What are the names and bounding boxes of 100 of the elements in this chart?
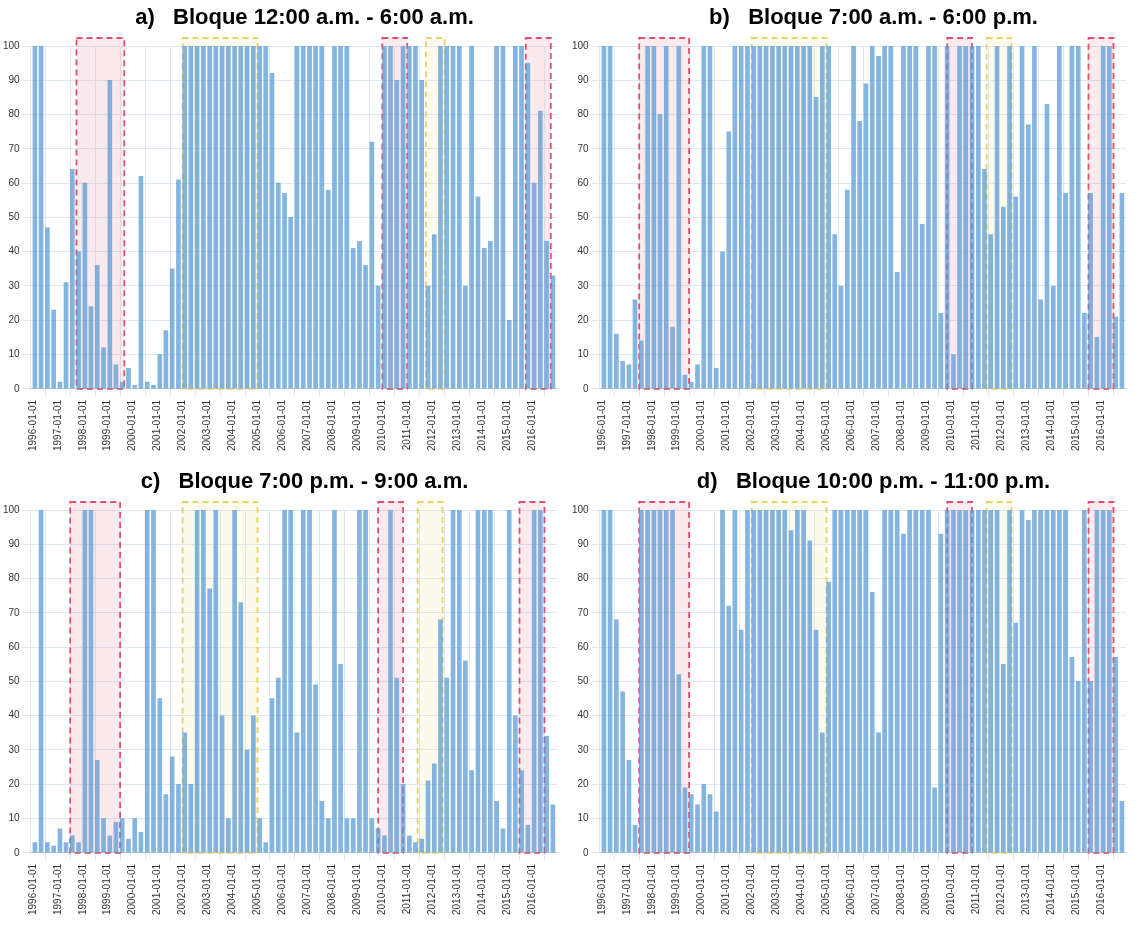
x-tick-label: 2013-01-01 <box>1019 399 1031 451</box>
y-tick-label: 40 <box>577 245 590 257</box>
x-tick-label: 2011-01-01 <box>401 399 413 451</box>
x-tick-label: 2016-01-01 <box>525 863 537 915</box>
x-tick-label: 2007-01-01 <box>870 863 882 915</box>
y-tick-label: 60 <box>8 640 21 652</box>
x-tick-label: 2014-01-01 <box>475 863 487 915</box>
y-tick-label: 40 <box>8 245 21 257</box>
x-tick-label: 2000-01-01 <box>126 863 138 915</box>
y-tick-label: 50 <box>8 211 21 223</box>
x-tick-label: 2006-01-01 <box>276 863 288 915</box>
x-tick-label: 2012-01-01 <box>994 399 1006 451</box>
y-tick-label: 10 <box>8 348 21 360</box>
y-tick-label: 10 <box>577 812 590 824</box>
x-tick-label: 2009-01-01 <box>920 399 932 451</box>
y-tick-label: 40 <box>8 709 21 721</box>
x-tick-label: 1997-01-01 <box>51 863 63 915</box>
y-tick-label: 90 <box>577 538 590 550</box>
y-tick-label: 70 <box>577 142 590 154</box>
x-tick-label: 2008-01-01 <box>895 399 907 451</box>
x-tick-label: 2003-01-01 <box>770 863 782 915</box>
x-tick-label: 2000-01-01 <box>695 863 707 915</box>
y-tick-label: 80 <box>577 108 590 120</box>
x-tick-label: 2004-01-01 <box>795 863 807 915</box>
y-tick-label: 0 <box>14 846 21 858</box>
x-tick-label: 2015-01-01 <box>500 399 512 451</box>
y-tick-label: 30 <box>577 279 590 291</box>
x-tick-label: 2010-01-01 <box>376 863 388 915</box>
y-tick-label: 100 <box>3 503 21 515</box>
x-tick-label: 2012-01-01 <box>425 399 437 451</box>
x-tick-label: 2007-01-01 <box>301 399 313 451</box>
y-tick-label: 20 <box>577 314 590 326</box>
x-tick-label: 2000-01-01 <box>695 399 707 451</box>
x-tick-label: 2007-01-01 <box>870 399 882 451</box>
x-tick-label: 2002-01-01 <box>745 399 757 451</box>
y-tick-label: 0 <box>14 382 21 394</box>
x-tick-label: 2007-01-01 <box>301 863 313 915</box>
y-tick-label: 70 <box>8 606 21 618</box>
y-tick-label: 40 <box>577 709 590 721</box>
x-tick-label: 2005-01-01 <box>251 399 263 451</box>
x-tick-label: 1998-01-01 <box>645 863 657 915</box>
x-tick-label: 2001-01-01 <box>151 863 163 915</box>
x-tick-label: 2008-01-01 <box>326 863 338 915</box>
x-tick-label: 2005-01-01 <box>820 863 832 915</box>
y-tick-label: 60 <box>577 176 590 188</box>
x-tick-label: 2004-01-01 <box>795 399 807 451</box>
x-tick-label: 2011-01-01 <box>970 863 982 915</box>
x-tick-label: 1997-01-01 <box>620 399 632 451</box>
x-tick-label: 2006-01-01 <box>845 863 857 915</box>
x-tick-label: 2016-01-01 <box>1094 399 1106 451</box>
x-tick-label: 2003-01-01 <box>201 863 213 915</box>
x-tick-label: 2014-01-01 <box>475 399 487 451</box>
y-tick-label: 10 <box>8 812 21 824</box>
x-tick-label: 2004-01-01 <box>226 863 238 915</box>
x-tick-label: 2009-01-01 <box>351 863 363 915</box>
x-tick-label: 2006-01-01 <box>276 399 288 451</box>
y-tick-label: 80 <box>8 572 21 584</box>
x-tick-label: 2001-01-01 <box>151 399 163 451</box>
x-tick-label: 2002-01-01 <box>176 399 188 451</box>
x-tick-label: 2010-01-01 <box>376 399 388 451</box>
x-tick-label: 1998-01-01 <box>76 863 88 915</box>
x-tick-label: 1996-01-01 <box>26 399 38 451</box>
x-tick-label: 2015-01-01 <box>500 863 512 915</box>
x-tick-label: 2013-01-01 <box>450 863 462 915</box>
y-tick-label: 60 <box>577 640 590 652</box>
x-tick-label: 2012-01-01 <box>425 863 437 915</box>
y-tick-label: 0 <box>583 846 590 858</box>
y-tick-label: 0 <box>583 382 590 394</box>
x-tick-label: 1996-01-01 <box>26 863 38 915</box>
y-tick-label: 20 <box>8 314 21 326</box>
chart-title: c) Bloque 7:00 p.m. - 9:00 a.m. <box>139 467 470 495</box>
x-tick-label: 2003-01-01 <box>201 399 213 451</box>
x-tick-label: 2000-01-01 <box>126 399 138 451</box>
x-tick-label: 2011-01-01 <box>401 863 413 915</box>
y-tick-label: 70 <box>577 606 590 618</box>
x-tick-label: 2009-01-01 <box>351 399 363 451</box>
x-tick-label: 1998-01-01 <box>645 399 657 451</box>
chart-title: b) Bloque 7:00 a.m. - 6:00 p.m. <box>708 3 1039 31</box>
y-tick-label: 90 <box>8 538 21 550</box>
x-tick-label: 2015-01-01 <box>1069 399 1081 451</box>
chart-title: d) Bloque 10:00 p.m. - 11:00 p.m. <box>695 467 1052 495</box>
y-tick-label: 50 <box>8 675 21 687</box>
x-tick-label: 1998-01-01 <box>76 399 88 451</box>
y-tick-label: 30 <box>8 279 21 291</box>
x-tick-label: 2008-01-01 <box>326 399 338 451</box>
chart-title: a) Bloque 12:00 a.m. - 6:00 a.m. <box>134 3 475 31</box>
y-tick-label: 70 <box>8 142 21 154</box>
x-tick-label: 1997-01-01 <box>51 399 63 451</box>
x-tick-label: 2005-01-01 <box>251 863 263 915</box>
y-tick-label: 30 <box>8 743 21 755</box>
y-tick-label: 80 <box>8 108 21 120</box>
x-tick-label: 1997-01-01 <box>620 863 632 915</box>
y-tick-label: 100 <box>3 39 21 51</box>
y-tick-label: 50 <box>577 675 590 687</box>
y-tick-label: 60 <box>8 176 21 188</box>
x-tick-label: 2008-01-01 <box>895 863 907 915</box>
x-tick-label: 1999-01-01 <box>101 863 113 915</box>
y-tick-label: 30 <box>577 743 590 755</box>
y-tick-label: 100 <box>572 503 590 515</box>
x-tick-label: 2014-01-01 <box>1044 863 1056 915</box>
